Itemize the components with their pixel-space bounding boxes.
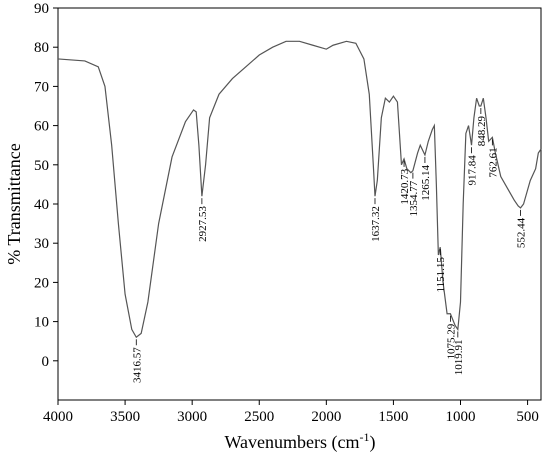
y-axis-label: % Transmittance — [4, 143, 24, 265]
y-tick-label: 10 — [34, 315, 49, 331]
annotation-label: 3416.57 — [131, 347, 143, 383]
x-tick-label: 2000 — [311, 409, 341, 425]
x-tick-label: 4000 — [43, 409, 73, 425]
annotation-label: 762.61 — [487, 147, 499, 177]
annotation-label: 1265.14 — [420, 165, 432, 201]
spectrum-line — [57, 40, 542, 339]
annotation-label: 552.44 — [516, 217, 528, 248]
x-tick-label: 1500 — [378, 409, 408, 425]
y-tick-label: 90 — [34, 1, 49, 17]
y-tick-label: 70 — [34, 79, 49, 95]
plot-frame — [57, 7, 542, 401]
x-tick-label: 500 — [516, 409, 539, 425]
annotation-label: 2927.53 — [197, 206, 209, 242]
annotation-label: 1637.32 — [370, 206, 382, 242]
annotation-label: 1151.15 — [435, 257, 447, 293]
y-tick-label: 80 — [34, 40, 49, 56]
y-tick-label: 30 — [34, 236, 49, 252]
x-tick-label: 3000 — [177, 409, 207, 425]
y-tick-label: 50 — [34, 158, 49, 174]
x-tick-label: 1000 — [446, 409, 476, 425]
x-axis-label: Wavenumbers (cm-1) — [225, 430, 376, 453]
x-axis-label-superscript: -1 — [360, 430, 370, 444]
annotation-label: 848.29 — [476, 116, 488, 147]
annotation-label: 1019.91 — [453, 339, 465, 375]
y-tick-label: 60 — [34, 119, 49, 135]
x-tick-label: 2500 — [244, 409, 274, 425]
y-tick-label: 0 — [42, 354, 50, 370]
y-tick-label: 20 — [34, 275, 49, 291]
annotation-label: 1420.73 — [399, 168, 411, 204]
annotation-label: 1354.77 — [408, 180, 420, 216]
x-axis-label-suffix: ) — [370, 432, 376, 453]
x-tick-label: 3500 — [110, 409, 140, 425]
annotation-label: 917.84 — [467, 155, 479, 186]
annotation-label: 1075.29 — [445, 323, 457, 359]
y-tick-label: 40 — [34, 197, 49, 213]
x-axis-label-text: Wavenumbers (cm — [225, 432, 360, 453]
